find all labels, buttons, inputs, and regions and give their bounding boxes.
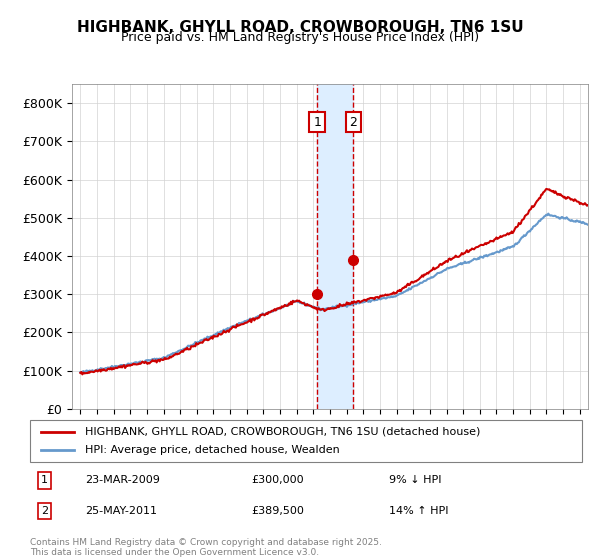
Text: HIGHBANK, GHYLL ROAD, CROWBOROUGH, TN6 1SU (detached house): HIGHBANK, GHYLL ROAD, CROWBOROUGH, TN6 1…	[85, 427, 481, 437]
Text: 25-MAY-2011: 25-MAY-2011	[85, 506, 157, 516]
Text: Price paid vs. HM Land Registry's House Price Index (HPI): Price paid vs. HM Land Registry's House …	[121, 31, 479, 44]
Text: 14% ↑ HPI: 14% ↑ HPI	[389, 506, 448, 516]
Text: Contains HM Land Registry data © Crown copyright and database right 2025.
This d: Contains HM Land Registry data © Crown c…	[30, 538, 382, 557]
Text: 2: 2	[41, 506, 48, 516]
Text: £389,500: £389,500	[251, 506, 304, 516]
Text: HPI: Average price, detached house, Wealden: HPI: Average price, detached house, Weal…	[85, 445, 340, 455]
Text: 9% ↓ HPI: 9% ↓ HPI	[389, 475, 442, 485]
Bar	[317, 84, 353, 409]
Text: 2: 2	[349, 116, 357, 129]
Text: £300,000: £300,000	[251, 475, 304, 485]
Text: 1: 1	[313, 116, 321, 129]
Text: HIGHBANK, GHYLL ROAD, CROWBOROUGH, TN6 1SU: HIGHBANK, GHYLL ROAD, CROWBOROUGH, TN6 1…	[77, 20, 523, 35]
FancyBboxPatch shape	[30, 420, 582, 462]
Text: 23-MAR-2009: 23-MAR-2009	[85, 475, 160, 485]
Text: 1: 1	[41, 475, 48, 485]
